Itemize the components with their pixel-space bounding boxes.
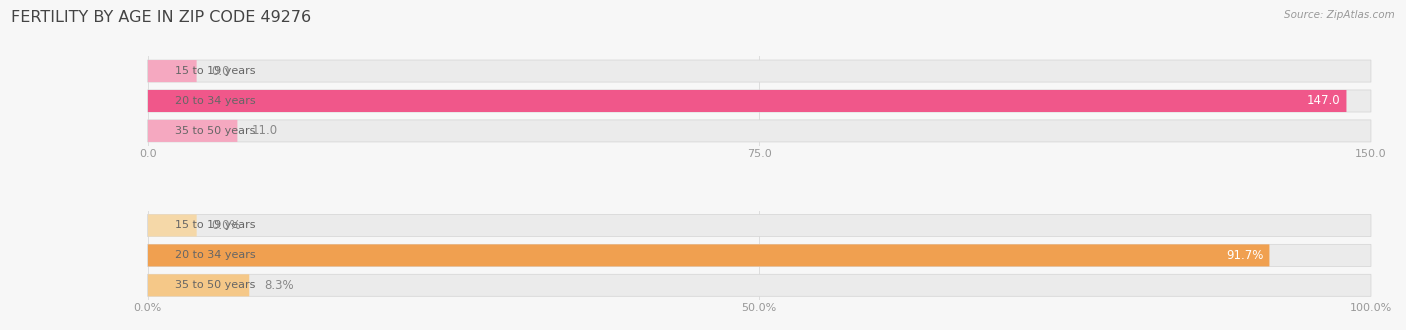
FancyBboxPatch shape xyxy=(148,90,1347,112)
Text: 35 to 50 years: 35 to 50 years xyxy=(174,280,254,290)
FancyBboxPatch shape xyxy=(148,60,1371,82)
FancyBboxPatch shape xyxy=(148,90,1371,112)
Text: 91.7%: 91.7% xyxy=(1226,249,1263,262)
Text: FERTILITY BY AGE IN ZIP CODE 49276: FERTILITY BY AGE IN ZIP CODE 49276 xyxy=(11,10,311,25)
Text: 11.0: 11.0 xyxy=(252,124,278,137)
FancyBboxPatch shape xyxy=(148,274,1371,296)
Text: 20 to 34 years: 20 to 34 years xyxy=(174,250,254,260)
FancyBboxPatch shape xyxy=(148,120,1371,142)
Text: 15 to 19 years: 15 to 19 years xyxy=(174,220,254,230)
Text: 147.0: 147.0 xyxy=(1306,94,1340,108)
FancyBboxPatch shape xyxy=(148,214,197,237)
FancyBboxPatch shape xyxy=(148,274,249,296)
FancyBboxPatch shape xyxy=(148,214,1371,237)
FancyBboxPatch shape xyxy=(148,60,197,82)
Text: 15 to 19 years: 15 to 19 years xyxy=(174,66,254,76)
FancyBboxPatch shape xyxy=(148,120,238,142)
Text: 0.0%: 0.0% xyxy=(211,219,240,232)
Text: 8.3%: 8.3% xyxy=(264,279,294,292)
Text: 0.0: 0.0 xyxy=(211,65,229,78)
Text: 35 to 50 years: 35 to 50 years xyxy=(174,126,254,136)
FancyBboxPatch shape xyxy=(148,245,1371,266)
Text: Source: ZipAtlas.com: Source: ZipAtlas.com xyxy=(1284,10,1395,20)
FancyBboxPatch shape xyxy=(148,245,1270,266)
Text: 20 to 34 years: 20 to 34 years xyxy=(174,96,254,106)
